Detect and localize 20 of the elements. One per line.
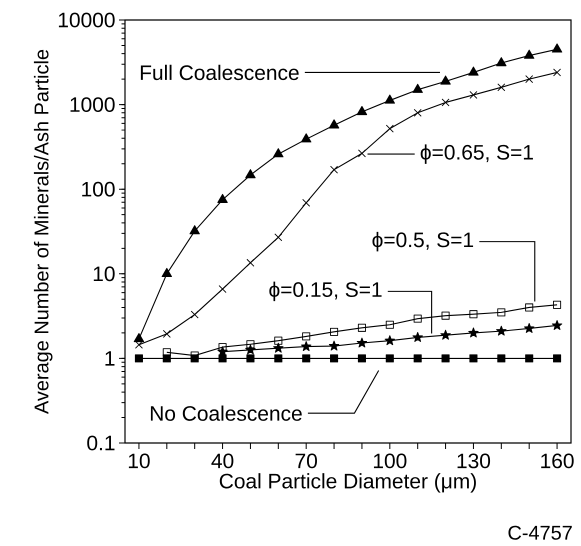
y-tick-label: 10000 <box>58 12 115 28</box>
series-label: ϕ=0.15, S=1 <box>269 282 382 302</box>
x-tick-label: 70 <box>296 453 317 468</box>
x-tick-label: 160 <box>541 453 574 468</box>
text: C-4757 <box>508 526 572 540</box>
y-tick-label: 100 <box>82 182 115 197</box>
y-tick-label: 1000 <box>70 97 115 112</box>
x-tick-label: 40 <box>211 453 234 468</box>
x-tick-label: 10 <box>128 453 150 468</box>
legend-label: Full Coalescence <box>140 64 299 80</box>
y-tick-label: 10 <box>94 266 115 282</box>
legend-label: ϕ=0.65, S=1 <box>420 144 533 164</box>
x-tick-label: 100 <box>374 453 406 468</box>
x-tick-label: 130 <box>458 453 490 468</box>
y-tick-label: 1 <box>105 351 114 366</box>
y-tick-label: 0.1 <box>87 436 114 450</box>
text: ϕ=0.5, S=1 <box>372 232 474 252</box>
legend-label: No Coalescence <box>150 406 302 421</box>
x-axis-title: Coal Particle Diameter (μm) <box>220 473 476 493</box>
y-axis-title: Average Number of Minerals/Ash Particle <box>34 50 52 414</box>
